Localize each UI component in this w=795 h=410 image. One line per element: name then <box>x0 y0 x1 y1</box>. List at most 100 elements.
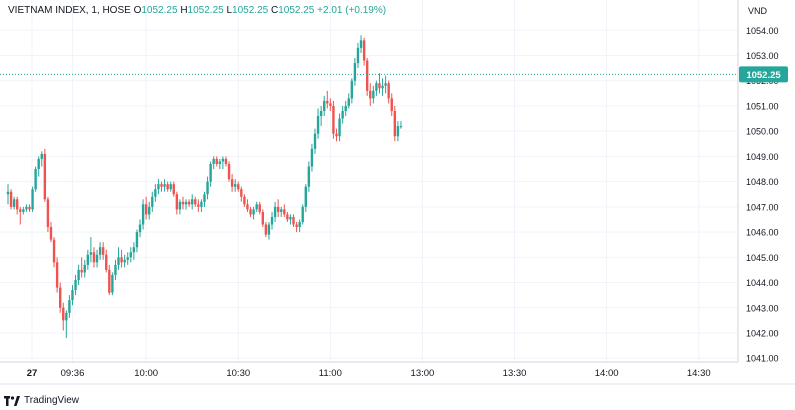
candle-body <box>34 169 37 190</box>
y-tick-label: 1042.00 <box>746 328 779 338</box>
candle <box>197 199 200 212</box>
candle-body <box>148 206 151 215</box>
candle <box>344 100 347 117</box>
x-tick-label: 10:30 <box>226 368 250 379</box>
candle-body <box>399 126 403 128</box>
candle-body <box>169 184 172 190</box>
candle <box>191 194 194 210</box>
candle <box>249 206 252 217</box>
candle-body <box>129 252 132 258</box>
candle <box>184 199 188 210</box>
candle <box>154 184 157 202</box>
candle-body <box>276 206 280 212</box>
candle-body <box>298 221 301 228</box>
candle-body <box>89 252 93 255</box>
candle <box>261 209 265 228</box>
candle-body <box>249 209 252 215</box>
tradingview-logo-icon <box>4 395 20 406</box>
y-tick-label: 1041.00 <box>746 354 779 364</box>
candle-body <box>55 262 59 288</box>
candle <box>132 242 136 260</box>
candle-body <box>126 257 129 260</box>
candle <box>264 221 268 238</box>
candle <box>83 259 86 278</box>
candle-body <box>16 199 19 210</box>
candle <box>347 93 350 109</box>
candle-body <box>19 209 22 212</box>
candle <box>203 191 206 207</box>
candle <box>329 98 332 111</box>
candle-body <box>178 201 182 210</box>
candle-body <box>163 184 166 187</box>
candle <box>273 201 277 222</box>
candle <box>313 128 317 154</box>
candle-body <box>37 158 40 170</box>
candle <box>283 204 286 217</box>
candle <box>46 196 50 233</box>
candle-body <box>22 209 25 212</box>
candle-body <box>120 257 123 263</box>
y-tick-label: 1043.00 <box>746 303 779 313</box>
candle-body <box>341 110 344 119</box>
candle <box>34 166 37 192</box>
y-tick-label: 1049.00 <box>746 152 779 162</box>
candle-body <box>25 206 28 210</box>
candle <box>28 204 31 212</box>
legend-header: VIETNAM INDEX, 1, HOSE O1052.25 H1052.25… <box>8 5 386 16</box>
candle-body <box>243 196 246 205</box>
candle-body <box>184 201 188 205</box>
candle <box>295 221 298 233</box>
candle-body <box>347 98 350 106</box>
candle <box>71 285 74 306</box>
candle-body <box>338 118 341 137</box>
candle-body <box>359 40 363 48</box>
candle <box>237 181 240 192</box>
candle <box>120 249 123 268</box>
candle-body <box>101 247 105 255</box>
candle-body <box>187 201 191 205</box>
candle <box>270 211 274 230</box>
candle <box>215 156 218 167</box>
candle <box>350 78 354 104</box>
candle <box>375 80 378 96</box>
candle <box>144 196 148 220</box>
candle <box>396 121 400 142</box>
candle-body <box>313 133 317 149</box>
candle-body <box>326 100 329 104</box>
candle-body <box>396 126 400 137</box>
candle <box>393 105 397 142</box>
candle-body <box>28 206 31 210</box>
candle <box>77 264 80 286</box>
candle <box>151 191 154 212</box>
candle <box>356 42 360 69</box>
symbol-label[interactable]: VIETNAM INDEX, 1, HOSE <box>8 5 131 16</box>
y-tick-label: 1047.00 <box>746 202 779 212</box>
candle <box>166 181 169 192</box>
candle <box>181 196 185 210</box>
candle-body <box>154 189 157 197</box>
candle-body <box>31 189 34 210</box>
candle-body <box>203 194 206 202</box>
candle-body <box>378 83 381 89</box>
candle-body <box>301 206 304 222</box>
candle-body <box>74 280 77 291</box>
candle <box>16 196 19 215</box>
y-tick-label: 1045.00 <box>746 253 779 263</box>
x-tick-label: 27 <box>27 368 38 379</box>
candle-body <box>141 204 145 225</box>
candle-body <box>319 110 323 117</box>
candle <box>240 186 243 202</box>
candle <box>200 199 203 212</box>
candle <box>6 184 10 205</box>
brand-label[interactable]: TradingView <box>24 395 80 406</box>
candle <box>233 179 237 192</box>
candle <box>280 206 283 217</box>
x-tick-label: 11:00 <box>319 368 342 379</box>
candle-body <box>227 163 231 180</box>
y-tick-label: 1046.00 <box>746 228 779 238</box>
candle-body <box>160 184 163 187</box>
candle <box>310 143 314 172</box>
candle-body <box>197 204 200 207</box>
close-label: C <box>270 5 279 16</box>
